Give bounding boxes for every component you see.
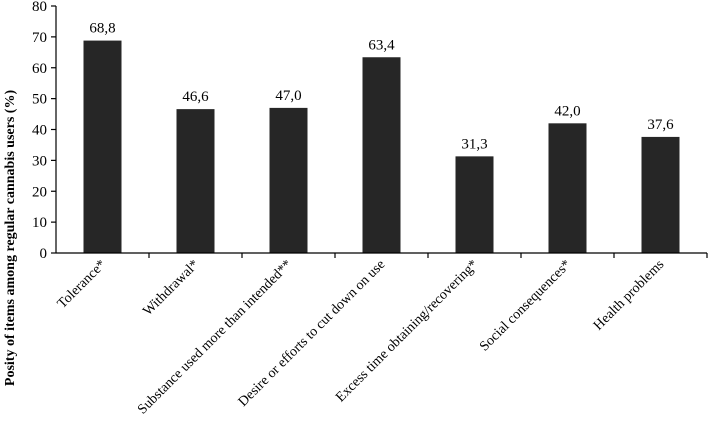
bar: [641, 136, 680, 253]
y-tick-label: 80: [32, 0, 47, 15]
y-tick-label: 50: [32, 92, 47, 108]
y-axis: 0 10 20 30 40 50 60 70 80: [32, 0, 56, 262]
y-tick-label: 30: [32, 153, 47, 169]
data-labels: 68,8 46,6 47,0 63,4 31,3 42,0 37,6: [89, 21, 674, 153]
bar: [83, 40, 122, 253]
data-label: 46,6: [182, 89, 209, 105]
y-axis-title: Posity of items among regular cannabis u…: [3, 90, 18, 387]
y-tick-label: 40: [32, 123, 47, 139]
x-tick-label: Social consequences*: [477, 257, 574, 354]
x-tick-label: Desire or efforts to cut down on use: [236, 257, 389, 410]
data-label: 68,8: [89, 21, 115, 37]
x-tick-label: Substance used more than intended**: [135, 257, 295, 417]
bar: [362, 57, 401, 253]
data-label: 31,3: [461, 136, 487, 152]
x-tick-label: Tolerance*: [55, 257, 109, 311]
data-label: 63,4: [368, 37, 395, 53]
x-axis: Tolerance* Withdrawal*Substance used more…: [55, 253, 708, 417]
bar: [269, 107, 308, 253]
bar: [176, 109, 215, 253]
bar: [548, 123, 587, 253]
data-label: 42,0: [554, 103, 580, 119]
bars: [83, 40, 680, 253]
y-tick-label: 70: [32, 30, 47, 46]
y-tick-label: 20: [32, 184, 47, 200]
y-tick-label: 60: [32, 61, 47, 77]
y-tick-label: 0: [40, 246, 48, 262]
data-label: 37,6: [647, 117, 674, 133]
x-tick-label: Health problems: [591, 257, 667, 333]
x-tick-label: Withdrawal*: [140, 257, 202, 319]
data-label: 47,0: [275, 88, 301, 104]
bar: [455, 156, 494, 253]
y-tick-label: 10: [32, 215, 47, 231]
